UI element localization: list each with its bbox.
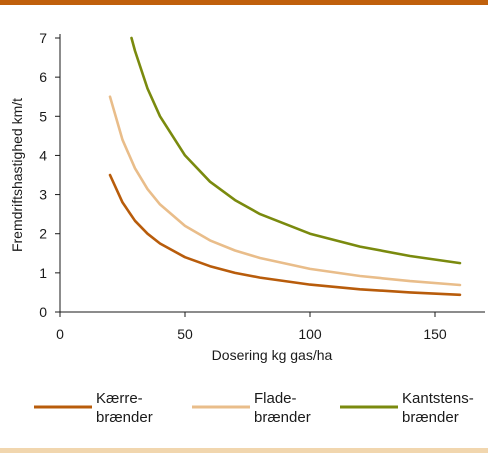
series-line-1 <box>108 173 462 297</box>
legend-label-2: Flade-brænder <box>254 390 311 426</box>
legend-label-line: brænder <box>402 409 459 426</box>
legend-label-line: brænder <box>254 409 311 426</box>
y-tick-label: 1 <box>39 265 47 281</box>
top-rule <box>0 0 488 5</box>
legend-label-line: Kantstens- <box>402 390 474 407</box>
x-tick-label: 50 <box>177 326 193 342</box>
legend-label-3: Kantstens-brænder <box>402 390 474 426</box>
legend-label-1: Kærre-brænder <box>96 390 153 426</box>
legend: Kærre-brænderFlade-brænderKantstens-bræn… <box>34 390 474 426</box>
bottom-rule <box>0 448 488 453</box>
series-line-2 <box>108 95 462 287</box>
series-line-3 <box>130 36 462 265</box>
y-axis-title: Fremdriftshastighed km/t <box>9 98 25 252</box>
x-tick-label: 100 <box>298 326 322 342</box>
y-tick-label: 6 <box>39 69 47 85</box>
legend-label-line: Flade- <box>254 390 297 407</box>
x-tick-label: 150 <box>423 326 447 342</box>
x-tick-label: 0 <box>56 326 64 342</box>
y-tick-label: 2 <box>39 226 47 242</box>
y-tick-label: 0 <box>39 304 47 320</box>
legend-label-line: brænder <box>96 409 153 426</box>
y-tick-label: 4 <box>39 147 47 163</box>
legend-label-line: Kærre- <box>96 390 143 407</box>
x-axis-title: Dosering kg gas/ha <box>212 347 333 363</box>
y-tick-label: 7 <box>39 30 47 46</box>
y-tick-label: 5 <box>39 108 47 124</box>
y-tick-label: 3 <box>39 187 47 203</box>
